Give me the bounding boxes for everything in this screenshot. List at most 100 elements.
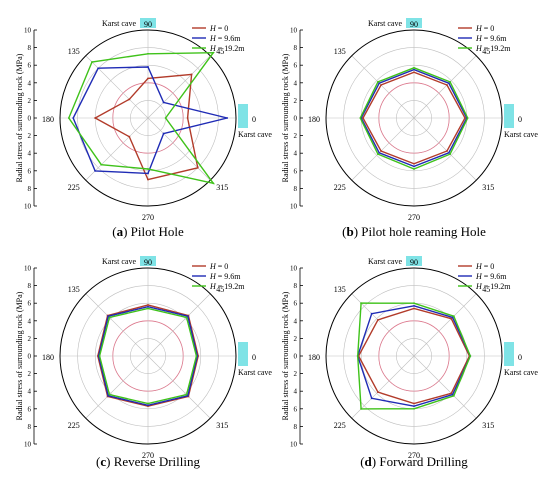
angle-label: 90 — [410, 20, 418, 29]
series-point-1 — [128, 98, 131, 101]
angle-label: 225 — [334, 421, 346, 430]
series-point-1 — [94, 117, 97, 119]
series-point-2 — [186, 394, 189, 397]
radial-tick-label: 6 — [294, 167, 298, 175]
radial-tick-label: 10 — [290, 203, 298, 211]
radial-tick-label: 10 — [24, 265, 32, 273]
legend-entry-2: H = 9.6m — [209, 272, 241, 281]
radial-tick-label: 2 — [294, 132, 298, 140]
radial-tick-label: 4 — [28, 388, 32, 396]
radial-tick-label: 10 — [290, 441, 298, 449]
karst-label-top: Karst cave — [102, 19, 136, 28]
series-point-2 — [370, 312, 373, 315]
series-point-2 — [147, 66, 149, 68]
series-point-1 — [128, 135, 131, 138]
radial-tick-label: 0 — [28, 353, 32, 361]
series-point-2 — [147, 404, 149, 407]
grid-spoke — [147, 355, 211, 419]
series-point-2 — [447, 151, 450, 154]
karst-highlight-top — [406, 256, 422, 266]
series-point-3 — [185, 393, 188, 396]
series-point-2 — [162, 101, 165, 104]
series-point-3 — [212, 182, 215, 185]
panel-3: 0 45 90 135 180 225 270 315 Karst cave Karst cave… — [15, 256, 272, 469]
radial-tick-label: 10 — [24, 27, 32, 35]
grid-spoke — [85, 293, 149, 357]
legend-entry-3: H = 19.2m — [475, 44, 511, 53]
radial-tick-label: 8 — [294, 44, 298, 52]
series-point-2 — [147, 305, 149, 308]
radial-tick-label: 4 — [28, 79, 32, 87]
series-point-3 — [164, 117, 167, 119]
angle-label: 135 — [334, 285, 346, 294]
series-point-3 — [449, 81, 451, 83]
series-point-3 — [100, 163, 103, 166]
outer-circle — [325, 29, 503, 207]
series-point-1 — [362, 117, 364, 119]
series-point-3 — [452, 315, 455, 318]
series-point-3 — [359, 117, 362, 119]
series-point-1 — [446, 150, 448, 152]
series-point-2 — [451, 393, 454, 396]
series-point-2 — [378, 82, 381, 85]
series-point-2 — [147, 172, 149, 175]
series-point-1 — [413, 71, 415, 74]
radial-tick-label: 10 — [24, 203, 32, 211]
grid-spoke — [85, 117, 149, 181]
series-point-1 — [446, 84, 448, 86]
angle-label: 315 — [482, 421, 494, 430]
radial-tick-label: 4 — [294, 317, 298, 325]
karst-highlight-top — [140, 256, 156, 266]
radial-tick-label: 2 — [28, 370, 32, 378]
karst-label-right: Karst cave — [238, 130, 272, 139]
radial-tick-label: 2 — [294, 370, 298, 378]
series-point-3 — [360, 407, 363, 410]
angle-label: 135 — [68, 47, 80, 56]
radial-tick-label: 6 — [28, 405, 32, 413]
series-point-3 — [377, 153, 379, 155]
legend-entry-2: H = 9.6m — [209, 34, 241, 43]
radial-axis-title: Radial stress of surrounding rock (MPa) — [15, 53, 24, 182]
radial-tick-label: 10 — [24, 441, 32, 449]
radial-tick-label: 4 — [28, 317, 32, 325]
series-point-3 — [108, 393, 111, 396]
series-point-3 — [452, 394, 455, 397]
series-point-3 — [108, 316, 111, 319]
series-point-1 — [186, 117, 189, 119]
series-point-3 — [91, 61, 93, 63]
radial-tick-label: 6 — [294, 62, 298, 70]
series-point-2 — [107, 394, 110, 397]
angle-label: 90 — [144, 20, 152, 29]
grid-spoke — [413, 55, 477, 119]
angle-label: 90 — [410, 258, 418, 267]
radial-tick-label: 4 — [294, 79, 298, 87]
angle-label: 180 — [42, 353, 54, 362]
grid-spoke — [351, 55, 415, 119]
series-point-3 — [147, 402, 149, 405]
karst-label-right: Karst cave — [238, 368, 272, 377]
angle-label: 135 — [334, 47, 346, 56]
angle-label: 315 — [482, 183, 494, 192]
series-point-3 — [147, 168, 149, 170]
angle-label: 180 — [308, 353, 320, 362]
angle-label: 270 — [142, 213, 154, 222]
series-point-1 — [413, 162, 415, 165]
series-point-1 — [380, 84, 382, 86]
grid-spoke — [147, 293, 211, 357]
series-point-1 — [413, 402, 415, 405]
series-point-3 — [356, 355, 359, 357]
radial-axis-title: Radial stress of surrounding rock (MPa) — [281, 291, 290, 420]
angle-label: 225 — [68, 421, 80, 430]
series-point-1 — [196, 166, 199, 169]
angle-label: 0 — [252, 115, 256, 124]
grid-spoke — [351, 355, 415, 419]
angle-label: 45 — [216, 47, 224, 56]
series-point-2 — [370, 397, 373, 400]
series-point-2 — [413, 165, 415, 168]
angle-label: 45 — [482, 47, 490, 56]
radial-tick-label: 8 — [28, 423, 32, 431]
series-point-1 — [464, 117, 466, 119]
panel-2: 0 45 90 135 180 225 270 315 Karst cave Karst cave… — [281, 18, 538, 239]
series-point-3 — [195, 355, 198, 357]
angle-label: 225 — [334, 183, 346, 192]
